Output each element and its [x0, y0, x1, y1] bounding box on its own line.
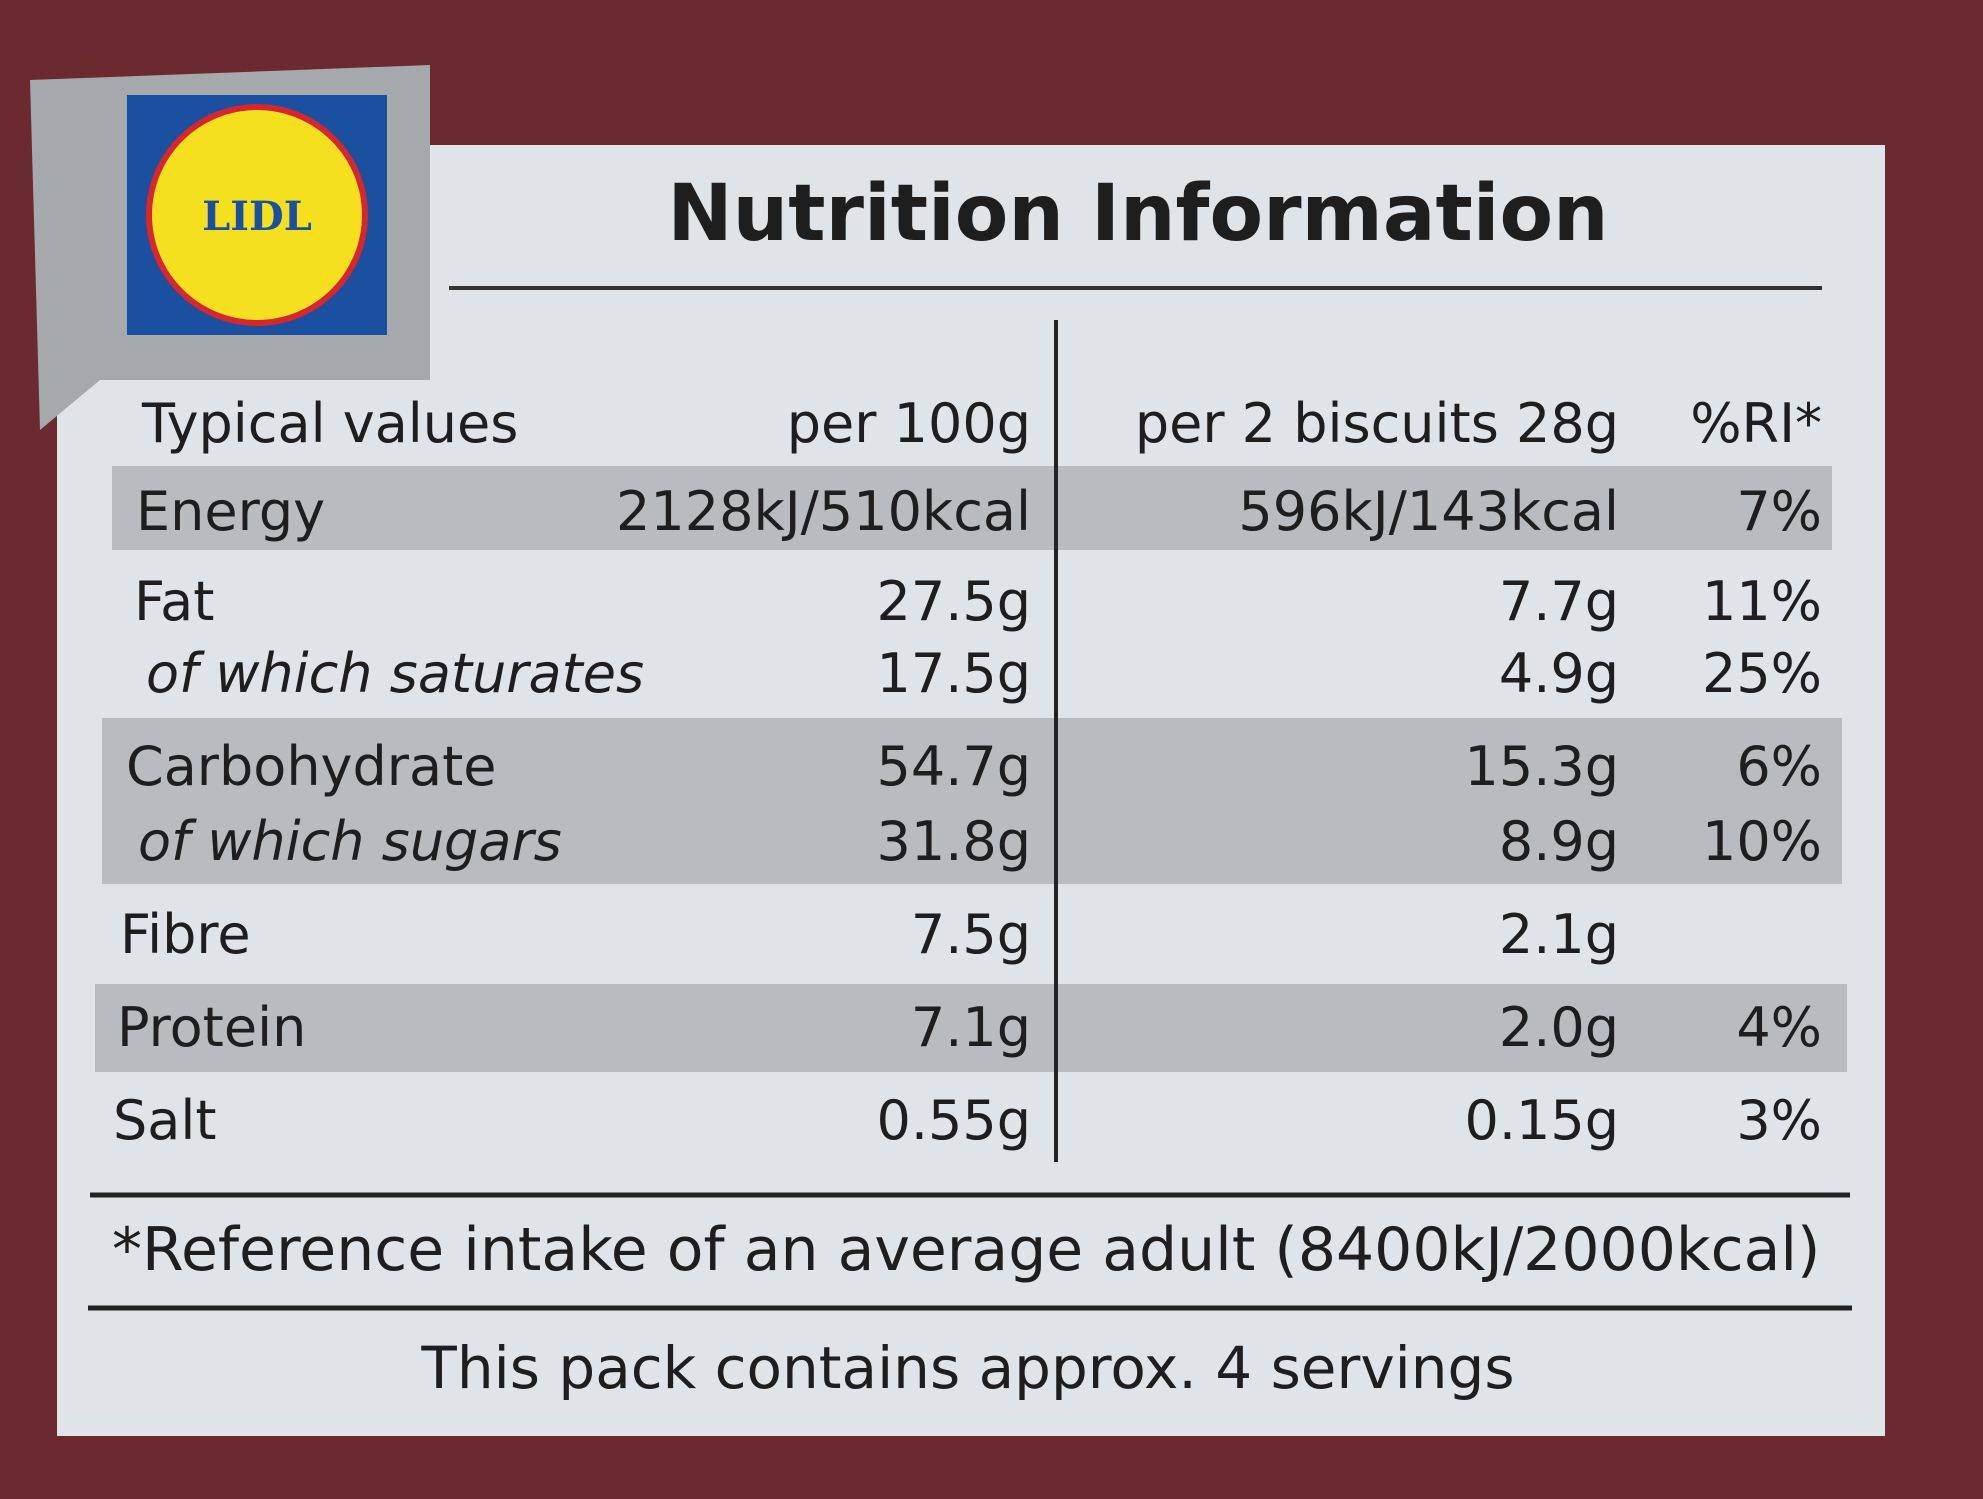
cell: 7.1g [911, 996, 1031, 1059]
title: Nutrition Information [667, 169, 1608, 259]
row-label: Carbohydrate [126, 735, 496, 798]
cell: 2.0g [1499, 996, 1619, 1059]
servings: This pack contains approx. 4 servings [420, 1334, 1514, 1402]
column-header: per 100g [787, 392, 1031, 455]
cell: 15.3g [1464, 735, 1619, 798]
cell: 6% [1736, 735, 1822, 798]
cell: 17.5g [876, 642, 1031, 705]
cell: 4.9g [1499, 642, 1619, 705]
cell: 7.7g [1499, 570, 1619, 633]
cell: 7.5g [911, 903, 1031, 966]
footnote: *Reference intake of an average adult (8… [112, 1215, 1820, 1285]
cell: 27.5g [876, 570, 1031, 633]
cell: 2128kJ/510kcal [616, 480, 1031, 543]
row-shade [112, 466, 1832, 550]
logo-text: LIDL [202, 193, 312, 240]
column-header: %RI* [1690, 392, 1822, 455]
cell: 0.15g [1464, 1089, 1619, 1152]
cell: 0.55g [876, 1089, 1031, 1152]
row-label: Fibre [120, 903, 251, 966]
row-label: Energy [136, 480, 325, 543]
row-label: Fat [134, 570, 214, 633]
row-label: Salt [113, 1089, 217, 1152]
cell: 3% [1736, 1089, 1822, 1152]
column-header: per 2 biscuits 28g [1135, 392, 1619, 455]
cell: 4% [1736, 996, 1822, 1059]
cell: 31.8g [876, 810, 1031, 873]
cell: 25% [1702, 642, 1822, 705]
row-label: of which saturates [146, 642, 644, 705]
row-label: Protein [117, 996, 306, 1059]
cell: 8.9g [1499, 810, 1619, 873]
table: Typical values per 100g per 2 biscuits 28g… [113, 392, 1822, 1152]
cell: 10% [1702, 810, 1822, 873]
cell: 11% [1702, 570, 1822, 633]
cell: 54.7g [876, 735, 1031, 798]
row-label: of which sugars [138, 810, 562, 873]
cell: 2.1g [1499, 903, 1619, 966]
row-shade [102, 718, 1842, 884]
logo-circle [146, 104, 368, 326]
column-header: Typical values [141, 392, 518, 455]
cell: 596kJ/143kcal [1238, 480, 1619, 543]
row-shade [95, 984, 1847, 1072]
cell: 7% [1736, 480, 1822, 543]
